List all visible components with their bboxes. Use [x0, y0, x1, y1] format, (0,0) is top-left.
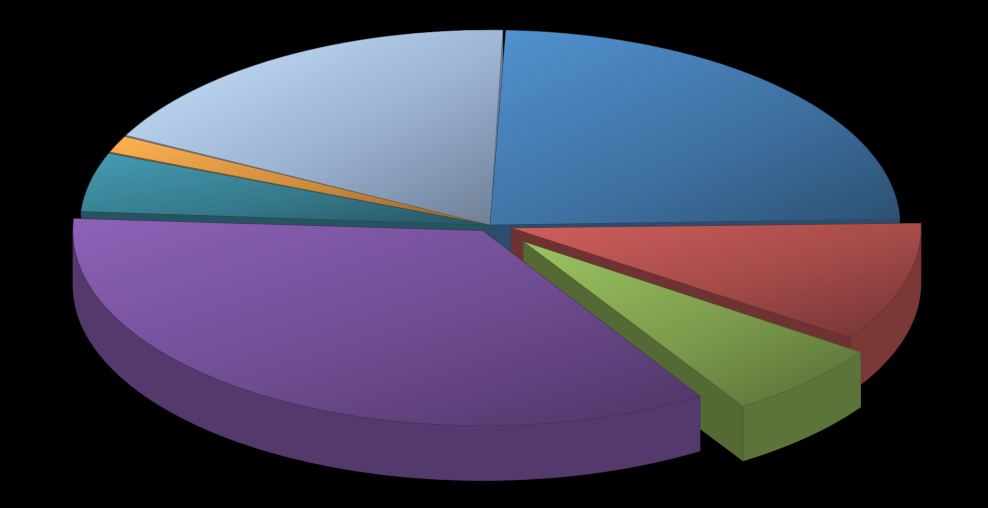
pie-3d-svg [0, 0, 988, 508]
slice-top-0 [490, 30, 900, 225]
pie-3d-chart [0, 0, 988, 508]
